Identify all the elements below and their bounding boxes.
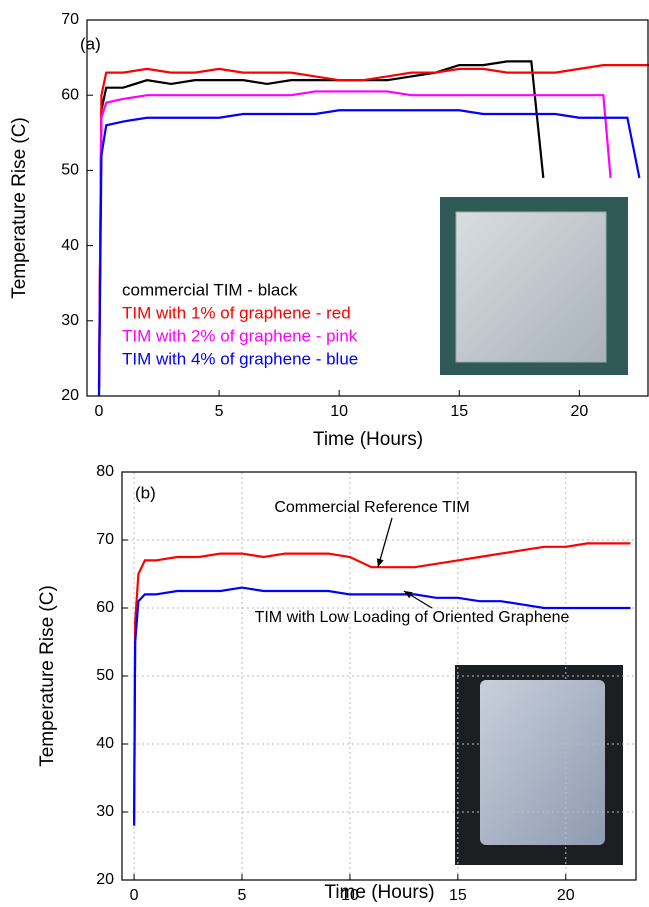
x-tick-label: 15 [450, 403, 468, 420]
data-line [97, 90, 612, 389]
data-line [132, 586, 631, 826]
data-line [97, 109, 641, 397]
y-axis-label: Temperature Rise (C) [9, 117, 30, 299]
y-axis-label: Temperature Rise (C) [37, 585, 58, 767]
x-tick-label: 20 [557, 887, 575, 904]
y-tick-label: 30 [61, 312, 79, 329]
data-line [97, 60, 545, 389]
x-tick-label: 0 [95, 403, 104, 420]
y-tick-label: 20 [61, 387, 79, 404]
y-tick-label: 20 [96, 871, 114, 888]
y-tick-label: 70 [61, 11, 79, 28]
arrow-head [376, 558, 384, 568]
x-tick-label: 10 [330, 403, 348, 420]
inset-photo [455, 665, 623, 865]
arrow-head [403, 591, 413, 599]
x-tick-label: 20 [570, 403, 588, 420]
panel-b: 20 30 40 50 60 70 80 0 5 10 15 20 (b) Time (Hours) Tem… [37, 463, 637, 904]
x-tick-label: 10 [341, 887, 359, 904]
y-tick-label: 50 [96, 667, 114, 684]
x-tick-label: 5 [238, 887, 247, 904]
legend-entry: TIM with 2% of graphene - pink [122, 326, 358, 345]
data-line [97, 64, 649, 381]
legend-entry: TIM with 4% of graphene - blue [122, 349, 358, 368]
legend-entry: TIM with 1% of graphene - red [122, 303, 351, 322]
y-tick-label: 30 [96, 803, 114, 820]
x-tick-label: 0 [130, 887, 139, 904]
annotation: Commercial Reference TIM [274, 499, 469, 516]
y-tick-label: 40 [61, 237, 79, 254]
legend-entry: commercial TIM - black [122, 280, 298, 299]
panel-label: (a) [80, 34, 101, 53]
x-tick-label: 5 [215, 403, 224, 420]
x-axis-label: Time (Hours) [324, 882, 434, 903]
y-tick-label: 60 [61, 86, 79, 103]
panel-label: (b) [135, 483, 156, 502]
y-tick-label: 80 [96, 463, 114, 480]
annotation: TIM with Low Loading of Oriented Graphen… [255, 609, 570, 626]
x-tick-label: 15 [449, 887, 467, 904]
data-line [132, 542, 631, 826]
plot-frame [86, 19, 649, 397]
panel-a: 20 30 40 50 60 70 0 5 10 15 20 (a) Time (Hours) Tempe… [9, 11, 649, 450]
plot-frame [121, 471, 637, 881]
x-axis-label: Time (Hours) [313, 429, 423, 450]
annotation-arrow [377, 517, 393, 568]
y-tick-label: 50 [61, 162, 79, 179]
y-tick-label: 40 [96, 735, 114, 752]
y-tick-label: 60 [96, 599, 114, 616]
inset-photo [425, 193, 640, 378]
y-tick-label: 70 [96, 531, 114, 548]
